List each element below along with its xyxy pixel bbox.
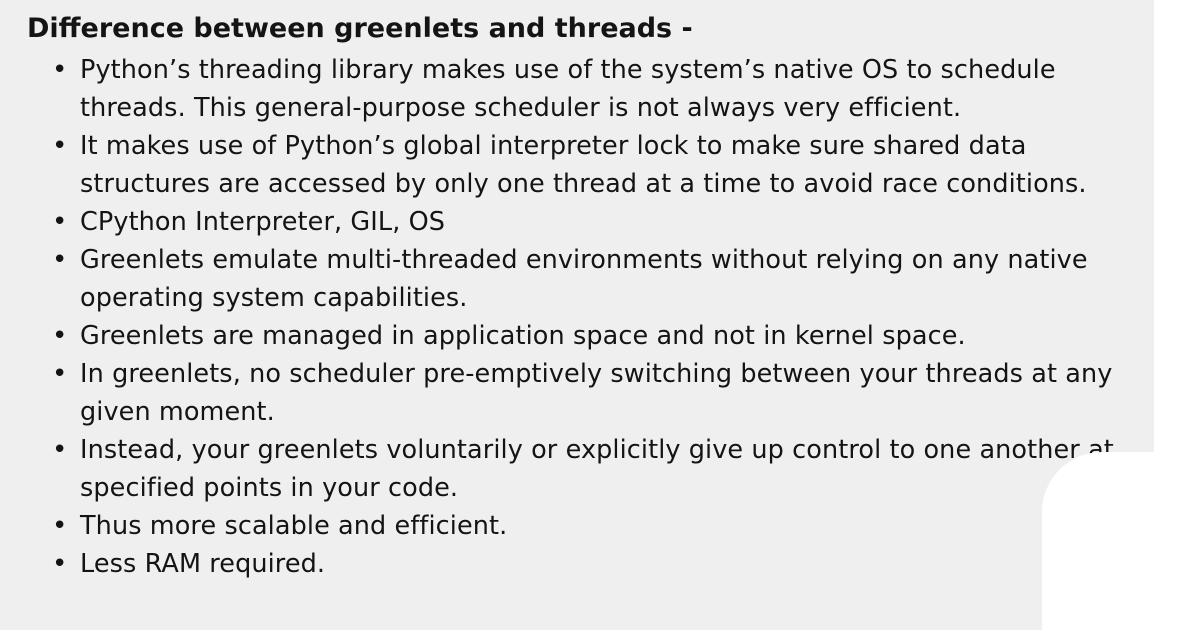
bullet-text: CPython Interpreter, GIL, OS (80, 207, 446, 237)
bullet-text: Thus more scalable and efficient. (80, 511, 508, 541)
bullet-item: • Greenlets emulate multi-threaded enviro… (0, 241, 1145, 317)
bullet-text: In greenlets, no scheduler pre-emptively… (80, 359, 1113, 427)
bullet-dot-icon: • (52, 321, 68, 351)
bullet-dot-icon: • (52, 207, 68, 237)
bullet-dot-icon: • (52, 435, 68, 465)
bullet-list: • Python’s threading library makes use of… (0, 51, 1150, 583)
bullet-text: Instead, your greenlets voluntarily or e… (80, 435, 1114, 503)
bullet-item: • Less RAM required. (0, 545, 1145, 583)
bullet-dot-icon: • (52, 549, 68, 579)
bullet-text: Python’s threading library makes use of … (80, 55, 1056, 123)
bullet-dot-icon: • (52, 55, 68, 85)
bullet-text: Greenlets are managed in application spa… (80, 321, 966, 351)
slide-title: Difference between greenlets and threads… (27, 13, 693, 44)
slide: Difference between greenlets and threads… (0, 0, 1154, 630)
bullet-item: • Thus more scalable and efficient. (0, 507, 1145, 545)
bullet-item: • Python’s threading library makes use of… (0, 51, 1145, 127)
bullet-dot-icon: • (52, 131, 68, 161)
bullet-item: • CPython Interpreter, GIL, OS (0, 203, 1145, 241)
bullet-text: It makes use of Python’s global interpre… (80, 131, 1087, 199)
bullet-item: • It makes use of Python’s global interpr… (0, 127, 1145, 203)
bullet-dot-icon: • (52, 511, 68, 541)
bullet-text: Less RAM required. (80, 549, 326, 579)
bullet-item: • In greenlets, no scheduler pre-emptivel… (0, 355, 1145, 431)
bullet-text: Greenlets emulate multi-threaded environ… (80, 245, 1088, 313)
bullet-dot-icon: • (52, 359, 68, 389)
bullet-item: • Greenlets are managed in application sp… (0, 317, 1145, 355)
bullet-dot-icon: • (52, 245, 68, 275)
corner-overlay (1042, 452, 1154, 630)
bullet-item: • Instead, your greenlets voluntarily or … (0, 431, 1145, 507)
